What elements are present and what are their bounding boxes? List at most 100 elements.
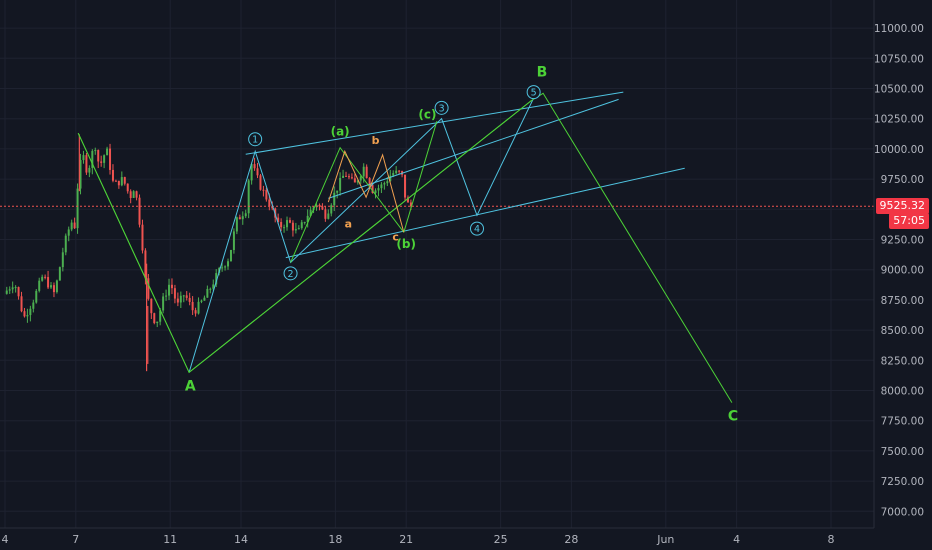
candle-body	[277, 217, 280, 223]
wave-drawings[interactable]	[77, 91, 733, 403]
price-tick-label: 10500.00	[874, 84, 924, 96]
wave-labels: A B C (a) (b) (c) a b c 1 2 3 4 5	[185, 64, 738, 424]
candle-body	[215, 273, 218, 285]
candle-body	[374, 190, 377, 193]
price-tick-label: 11000.00	[874, 23, 924, 35]
candle-body	[350, 177, 353, 179]
time-tick-label: 8	[828, 533, 835, 546]
candle-body	[17, 287, 20, 297]
wave-number-circle	[283, 266, 298, 281]
time-tick-label: 7	[72, 533, 79, 546]
candle-body	[224, 266, 227, 268]
candle-body	[44, 276, 47, 278]
candle-body	[286, 220, 289, 228]
candle-body	[368, 178, 371, 186]
candle-body	[194, 310, 197, 314]
candle-body	[306, 215, 309, 223]
candle-body	[244, 213, 247, 217]
candle-body	[100, 161, 103, 163]
price-tick-label: 9750.00	[881, 174, 924, 186]
candle-body	[353, 178, 356, 183]
time-tick-label: 25	[494, 533, 508, 546]
candle-body	[256, 168, 259, 176]
candle-body	[97, 150, 100, 162]
wave-label: c	[392, 231, 399, 244]
candle-body	[327, 213, 330, 219]
price-axis-panel[interactable]	[874, 0, 932, 528]
wave-label: (a)	[331, 125, 350, 139]
candle-body	[50, 285, 53, 288]
price-tick-label: 10750.00	[874, 53, 924, 65]
candle-body	[156, 321, 159, 324]
candle-body	[262, 189, 265, 191]
wave-number-circle	[526, 85, 541, 100]
candle-body	[47, 277, 50, 288]
candle-body	[41, 276, 44, 281]
time-tick-label: Jun	[656, 533, 674, 546]
candle-body	[247, 180, 250, 214]
last-price-tag: 9525.32	[875, 198, 929, 215]
time-axis-panel[interactable]	[0, 528, 874, 550]
candle-body	[55, 280, 58, 293]
candle-body	[377, 188, 380, 191]
candle-body	[168, 284, 171, 296]
candle-body	[188, 297, 191, 302]
candle-body	[232, 231, 235, 250]
wave-number-circle	[470, 221, 484, 236]
candle-body	[111, 169, 114, 181]
price-tick-label: 8500.00	[881, 325, 924, 337]
impulse-wave-line	[188, 97, 535, 373]
wave-number-label: 1	[252, 135, 258, 146]
candle-body	[159, 310, 162, 322]
candle-body	[114, 180, 117, 182]
price-tick-label: 9000.00	[881, 265, 924, 277]
candle-body	[106, 148, 109, 156]
wave-number-label: 4	[474, 224, 480, 235]
candle-body	[61, 252, 64, 268]
candle-body	[212, 284, 215, 289]
corrective-wave-line	[290, 146, 405, 263]
candle-body	[147, 278, 150, 299]
candle-body	[241, 216, 244, 220]
candle-body	[303, 222, 306, 224]
price-tick-label: 7500.00	[881, 446, 924, 458]
wave-label: B	[537, 64, 548, 80]
candle-body	[259, 175, 262, 190]
time-axis[interactable]: 4 7 11 14 18 21 25 28 Jun 4 8	[2, 533, 835, 546]
candle-body	[23, 311, 26, 317]
candle-body	[365, 166, 368, 179]
candle-body	[409, 202, 412, 207]
candle-body	[170, 284, 173, 289]
candle-body	[117, 180, 120, 186]
candle-body	[371, 185, 374, 193]
price-tick-label: 10000.00	[874, 144, 924, 156]
channel-line	[245, 91, 624, 155]
candle-body	[185, 295, 188, 298]
candle-body	[70, 222, 73, 230]
candle-body	[176, 298, 179, 303]
candle-body	[253, 164, 256, 169]
candle-body	[67, 229, 70, 236]
candle-body	[82, 155, 85, 161]
candle-body	[76, 188, 79, 229]
wave-label: (c)	[418, 108, 436, 122]
candle-body	[395, 170, 398, 174]
candle-body	[291, 222, 294, 231]
candle-body	[206, 288, 209, 298]
wave-number-label: 5	[531, 88, 537, 99]
candle-body	[283, 227, 286, 229]
candle-body	[38, 280, 41, 291]
grid	[0, 0, 874, 528]
candle-body	[406, 197, 409, 203]
candle-body	[362, 166, 365, 177]
candle-body	[294, 229, 297, 231]
wave-number-circle	[248, 132, 263, 147]
candle-body	[5, 290, 8, 294]
candle-body	[109, 148, 112, 170]
candle-body	[386, 181, 389, 184]
candle-body	[132, 191, 135, 198]
candle-body	[392, 173, 395, 176]
candle-body	[229, 249, 232, 262]
